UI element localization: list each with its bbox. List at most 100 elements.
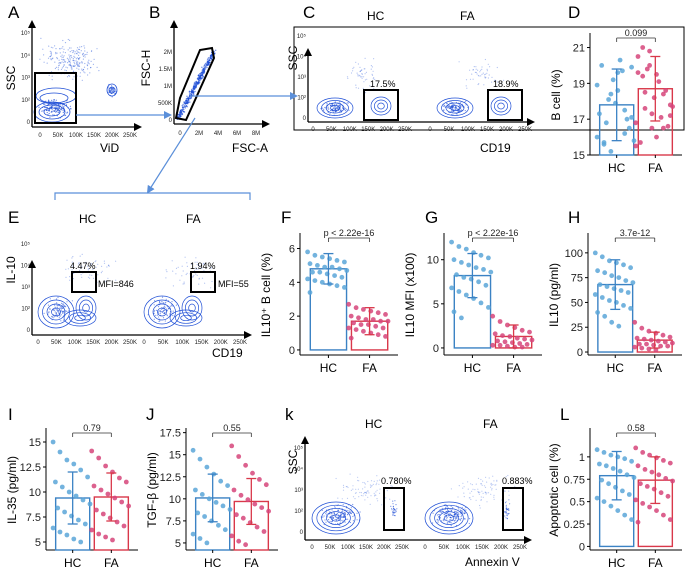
event-dot xyxy=(64,59,66,61)
event-dot xyxy=(454,106,456,108)
event-dot xyxy=(78,68,80,70)
event-dot xyxy=(69,61,71,63)
event-dot xyxy=(63,105,65,107)
data-point xyxy=(449,285,454,291)
tick-label: 150K xyxy=(475,545,489,551)
data-point xyxy=(514,335,520,341)
panel-letter-a: A xyxy=(8,3,20,22)
event-dot xyxy=(334,106,336,108)
event-dot xyxy=(92,277,95,279)
contour-line xyxy=(63,309,97,327)
event-dot xyxy=(472,495,474,497)
event-dot xyxy=(490,486,492,488)
tick-label: 250K xyxy=(518,127,532,133)
tick-label: 0 xyxy=(38,133,42,139)
event-dot xyxy=(46,111,48,114)
data-point xyxy=(599,254,605,260)
data-point xyxy=(259,505,265,510)
event-dot xyxy=(164,306,166,308)
event-dot xyxy=(75,52,78,55)
event-dot xyxy=(327,106,329,108)
event-dot xyxy=(480,483,482,485)
event-dot xyxy=(342,489,345,491)
event-dot xyxy=(478,492,480,494)
event-dot xyxy=(83,71,85,73)
event-dot xyxy=(469,78,472,80)
event-dot xyxy=(197,82,200,84)
p-value-label: 0.55 xyxy=(223,423,241,433)
data-point xyxy=(602,313,608,319)
event-dot xyxy=(362,481,364,484)
event-dot xyxy=(491,489,493,491)
axis-label-annexin-k: Annexin V xyxy=(465,555,520,569)
event-dot xyxy=(330,521,332,523)
tick-label: 10⁴ xyxy=(294,466,304,473)
event-dot xyxy=(160,311,162,313)
event-dot xyxy=(364,79,366,81)
event-dot xyxy=(335,519,338,521)
event-dot xyxy=(486,70,488,72)
data-point xyxy=(621,303,626,308)
event-dot xyxy=(172,285,174,287)
event-dot xyxy=(361,77,363,79)
event-dot xyxy=(352,515,354,518)
event-dot xyxy=(45,100,47,102)
tick-label: 2M xyxy=(195,131,203,137)
event-dot xyxy=(64,42,67,44)
event-dot xyxy=(350,513,352,515)
event-dot xyxy=(344,521,346,523)
event-dot xyxy=(353,66,355,68)
event-dot xyxy=(65,70,67,72)
event-dot xyxy=(195,257,197,259)
event-dot xyxy=(185,99,187,101)
event-dot xyxy=(75,58,77,60)
event-dot xyxy=(52,47,54,49)
contour-line xyxy=(82,303,90,313)
event-dot xyxy=(79,255,81,257)
event-dot xyxy=(360,492,362,494)
event-dot xyxy=(56,302,58,304)
event-dot xyxy=(70,65,73,67)
event-dot xyxy=(391,509,393,511)
event-dot xyxy=(372,70,374,72)
event-dot xyxy=(480,478,482,481)
x-tick-label: HC xyxy=(204,556,222,570)
event-dot xyxy=(359,75,361,77)
event-dot xyxy=(158,316,160,318)
event-dot xyxy=(84,50,86,52)
data-point xyxy=(616,275,622,280)
event-dot xyxy=(89,72,91,74)
event-dot xyxy=(200,74,202,77)
event-dot xyxy=(166,271,168,273)
event-dot xyxy=(493,79,496,81)
data-point xyxy=(638,140,643,145)
event-dot xyxy=(335,109,337,111)
tick-label: 200K xyxy=(377,545,391,551)
event-dot xyxy=(379,488,381,490)
event-dot xyxy=(58,106,60,108)
event-dot xyxy=(352,485,354,487)
event-dot xyxy=(324,106,326,109)
event-dot xyxy=(62,51,64,53)
x-tick-label: HC xyxy=(608,556,626,570)
data-point xyxy=(623,278,629,283)
event-dot xyxy=(50,51,52,53)
data-point xyxy=(370,317,376,322)
event-dot xyxy=(475,66,477,68)
event-dot xyxy=(321,107,324,109)
group-label-hc-c: HC xyxy=(367,9,385,23)
event-dot xyxy=(183,101,185,103)
event-dot xyxy=(85,262,87,264)
event-dot xyxy=(201,77,204,79)
event-dot xyxy=(196,264,198,266)
event-dot xyxy=(47,109,50,111)
event-dot xyxy=(157,306,160,308)
data-point xyxy=(254,524,260,530)
data-point xyxy=(310,269,315,275)
event-dot xyxy=(159,320,161,322)
event-dot xyxy=(508,499,510,501)
event-dot xyxy=(182,108,184,110)
event-dot xyxy=(338,518,340,520)
event-dot xyxy=(360,69,363,71)
data-point xyxy=(195,510,201,516)
